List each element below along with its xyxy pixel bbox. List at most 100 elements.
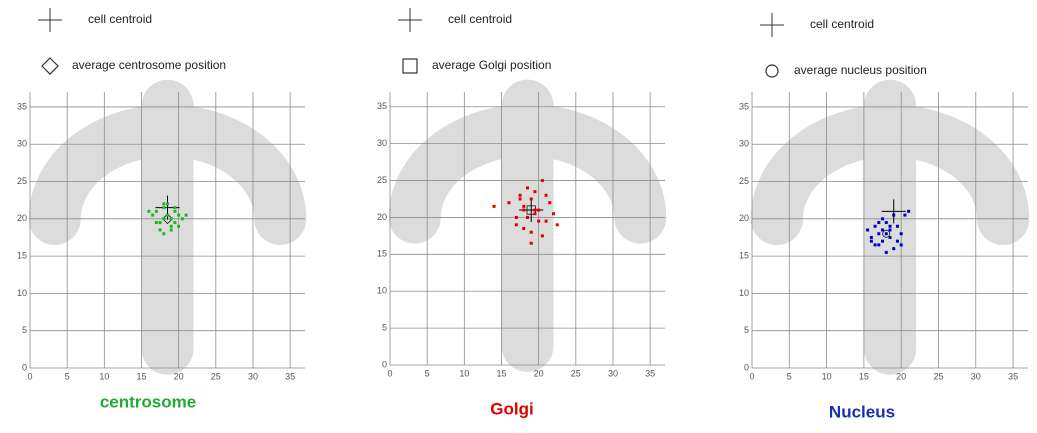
data-point <box>530 197 533 200</box>
x-tick-label: 10 <box>99 371 109 381</box>
data-point <box>159 229 162 232</box>
data-point <box>877 221 880 224</box>
y-tick-label: 5 <box>382 322 387 332</box>
data-point <box>162 202 165 205</box>
data-point <box>552 212 555 215</box>
legend-label: average Golgi position <box>432 58 551 72</box>
x-tick-label: 25 <box>211 371 221 381</box>
data-point <box>889 236 892 239</box>
y-tick-label: 5 <box>22 325 27 335</box>
x-tick-label: 25 <box>933 371 943 381</box>
x-tick-label: 10 <box>459 368 469 378</box>
y-tick-label: 35 <box>739 101 749 111</box>
data-point <box>493 205 496 208</box>
data-point <box>874 243 877 246</box>
data-point <box>885 232 888 235</box>
data-point <box>170 229 173 232</box>
y-tick-label: 30 <box>739 139 749 149</box>
square-marker <box>403 59 417 73</box>
data-point <box>545 194 548 197</box>
data-point <box>515 216 518 219</box>
data-point <box>515 223 518 226</box>
y-tick-label: 20 <box>17 213 27 223</box>
data-point <box>173 210 176 213</box>
data-point <box>870 236 873 239</box>
x-tick-label: 20 <box>174 371 184 381</box>
y-tick-label: 25 <box>739 176 749 186</box>
data-point <box>881 229 884 232</box>
y-tick-label: 10 <box>17 288 27 298</box>
data-point <box>907 210 910 213</box>
data-point <box>541 179 544 182</box>
data-point <box>522 209 525 212</box>
data-point <box>170 225 173 228</box>
data-point <box>541 234 544 237</box>
data-point <box>530 242 533 245</box>
legend-label: cell centroid <box>448 12 512 26</box>
y-tick-label: 15 <box>739 250 749 260</box>
y-tick-label: 10 <box>377 286 387 296</box>
data-point <box>870 240 873 243</box>
data-point <box>537 220 540 223</box>
legend-label: average centrosome position <box>72 58 226 72</box>
data-point <box>162 217 165 220</box>
panel-title: centrosome <box>100 392 196 411</box>
data-point <box>533 190 536 193</box>
data-point <box>519 194 522 197</box>
y-tick-label: 15 <box>377 249 387 259</box>
data-point <box>173 221 176 224</box>
legend-label: cell centroid <box>810 17 874 31</box>
x-tick-label: 30 <box>248 371 258 381</box>
x-tick-label: 25 <box>571 368 581 378</box>
x-tick-label: 0 <box>387 368 392 378</box>
data-point <box>537 209 540 212</box>
y-tick-label: 30 <box>17 139 27 149</box>
data-point <box>151 214 154 217</box>
data-point <box>522 205 525 208</box>
data-point <box>874 225 877 228</box>
y-tick-label: 35 <box>17 101 27 111</box>
panel: 0510152025303505101520253035cell centroi… <box>739 13 1028 421</box>
data-point <box>519 197 522 200</box>
y-tick-label: 5 <box>744 325 749 335</box>
data-point <box>877 232 880 235</box>
x-tick-label: 30 <box>608 368 618 378</box>
x-tick-label: 0 <box>749 371 754 381</box>
data-point <box>162 206 165 209</box>
data-point <box>159 221 162 224</box>
y-tick-label: 30 <box>377 138 387 148</box>
data-point <box>177 214 180 217</box>
data-point <box>900 232 903 235</box>
data-point <box>155 210 158 213</box>
x-tick-label: 5 <box>425 368 430 378</box>
y-tick-label: 15 <box>17 250 27 260</box>
data-point <box>896 225 899 228</box>
y-tick-label: 20 <box>377 212 387 222</box>
x-tick-label: 35 <box>645 368 655 378</box>
plus-marker <box>398 8 422 32</box>
panel-title: Nucleus <box>829 402 895 421</box>
data-point <box>507 201 510 204</box>
x-tick-label: 5 <box>787 371 792 381</box>
y-tick-label: 0 <box>744 362 749 372</box>
x-tick-label: 35 <box>285 371 295 381</box>
data-point <box>548 201 551 204</box>
data-point <box>530 231 533 234</box>
y-tick-label: 0 <box>382 359 387 369</box>
legend-label: average nucleus position <box>794 63 927 77</box>
y-tick-label: 35 <box>377 101 387 111</box>
plus-marker <box>760 13 784 37</box>
data-point <box>181 217 184 220</box>
plus-marker <box>38 8 62 32</box>
x-tick-label: 10 <box>822 371 832 381</box>
y-tick-label: 25 <box>17 176 27 186</box>
data-point <box>545 220 548 223</box>
data-point <box>903 214 906 217</box>
y-tick-label: 0 <box>22 362 27 372</box>
panel-title: Golgi <box>490 399 533 418</box>
x-tick-label: 20 <box>534 368 544 378</box>
x-tick-label: 0 <box>27 371 32 381</box>
data-point <box>185 214 188 217</box>
